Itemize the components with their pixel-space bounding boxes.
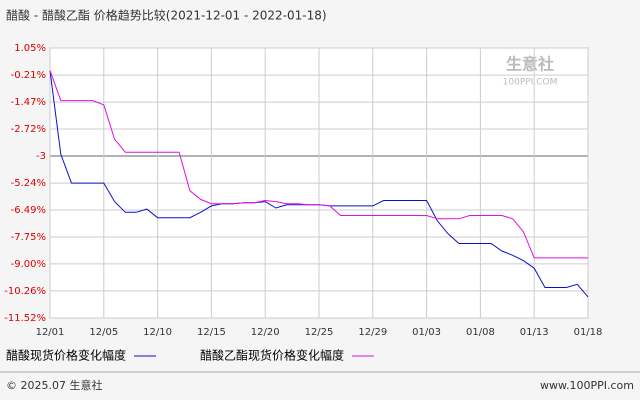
logo-name: 生意社 <box>506 55 554 74</box>
x-tick-label: 12/05 <box>89 327 118 338</box>
y-tick-label: -7.75% <box>11 232 46 243</box>
y-tick-label: -6.49% <box>11 205 46 216</box>
y-tick-label: 1.05% <box>14 43 46 54</box>
x-tick-label: 01/13 <box>520 327 549 338</box>
y-tick-label: -5.24% <box>11 178 46 189</box>
y-tick-label: -11.52% <box>4 313 46 324</box>
logo-site: 100PPI.COM <box>503 78 558 88</box>
y-tick-label: -10.26% <box>4 286 46 297</box>
x-tick-label: 12/20 <box>251 327 280 338</box>
legend-label: 醋酸乙酯现货价格变化幅度 <box>200 348 344 363</box>
x-tick-label: 01/03 <box>412 327 441 338</box>
x-tick-label: 01/18 <box>574 327 603 338</box>
x-tick-label: 12/15 <box>197 327 226 338</box>
y-tick-label: -3 <box>36 151 46 162</box>
x-tick-label: 01/08 <box>466 327 495 338</box>
y-tick-label: -2.72% <box>11 124 46 135</box>
y-tick-label: -9.00% <box>11 259 46 270</box>
series-line <box>49 70 588 259</box>
footer-right: www.100PPI.com <box>540 379 634 392</box>
x-tick-label: 12/25 <box>305 327 334 338</box>
legend-label: 醋酸现货价格变化幅度 <box>6 348 126 363</box>
footer-left: © 2025.07 生意社 <box>6 378 102 392</box>
y-tick-label: -0.21% <box>11 70 46 81</box>
chart-title: 醋酸 - 醋酸乙酯 价格趋势比较(2021-12-01 - 2022-01-18… <box>6 8 327 23</box>
x-tick-label: 12/01 <box>36 327 65 338</box>
x-tick-label: 12/29 <box>358 327 387 338</box>
x-tick-label: 12/10 <box>143 327 172 338</box>
y-tick-label: -1.47% <box>11 97 46 108</box>
